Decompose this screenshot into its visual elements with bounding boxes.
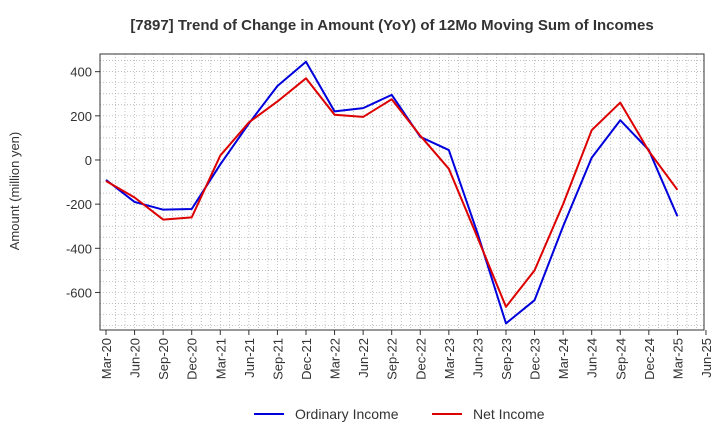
chart-title: [7897] Trend of Change in Amount (YoY) o…	[130, 17, 653, 34]
series-lines	[105, 60, 679, 325]
x-tick-label: Mar-20	[99, 338, 114, 379]
y-tick-label: -200	[66, 197, 92, 212]
x-tick-label: Jun-23	[470, 338, 485, 378]
series-line-ordinary-income	[105, 60, 679, 325]
x-tick-label: Dec-21	[299, 338, 314, 380]
x-tick-label: Dec-20	[185, 338, 200, 380]
x-tick-label: Sep-21	[270, 338, 285, 380]
x-tick-label: Sep-23	[499, 338, 514, 380]
x-tick-label: Dec-23	[528, 338, 543, 380]
x-tick-label: Jun-22	[356, 338, 371, 378]
legend-label-ordinary-income: Ordinary Income	[295, 406, 399, 422]
x-tick-label: Sep-20	[156, 338, 171, 380]
x-tick-label: Jun-24	[585, 338, 600, 378]
x-tick-label: Sep-22	[385, 338, 400, 380]
x-tick-label: Mar-22	[328, 338, 343, 379]
y-tick-label: 400	[70, 65, 92, 80]
x-tick-label: Jun-25	[699, 338, 714, 378]
x-tick-label: Jun-20	[128, 338, 143, 378]
x-tick-label: Dec-24	[642, 338, 657, 380]
axis-ticks: 400 200 0 -200 -400 -600 Mar-20 Jun-20 Sep-20 Dec…	[66, 65, 714, 380]
plot-area-border	[99, 53, 705, 331]
y-tick-label: -600	[66, 285, 92, 300]
series-line-net-income	[105, 77, 679, 308]
x-tick-label: Mar-23	[442, 338, 457, 379]
y-tick-label: 200	[70, 109, 92, 124]
y-tick-label: 0	[85, 153, 92, 168]
legend: Ordinary Income Net Income	[254, 406, 545, 422]
x-tick-label: Mar-25	[670, 338, 685, 379]
legend-label-net-income: Net Income	[473, 406, 545, 422]
y-tick-label: -400	[66, 241, 92, 256]
x-tick-label: Dec-22	[413, 338, 428, 380]
y-axis-label: Amount (million yen)	[7, 132, 22, 251]
x-tick-label: Mar-24	[556, 338, 571, 379]
x-tick-label: Jun-21	[242, 338, 257, 378]
grid	[100, 54, 704, 330]
x-tick-label: Sep-24	[613, 338, 628, 380]
x-tick-label: Mar-21	[213, 338, 228, 379]
